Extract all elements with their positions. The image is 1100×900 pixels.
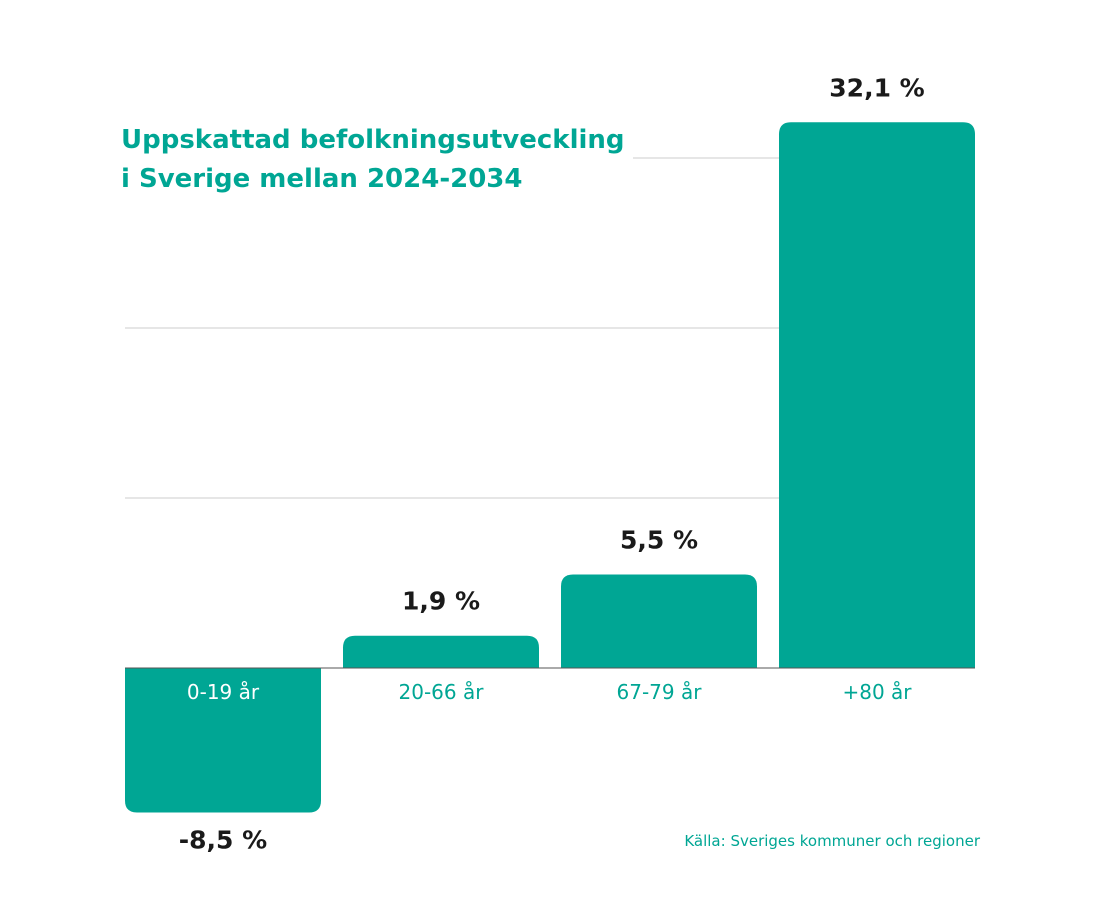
bar-4 [779, 122, 975, 669]
category-label-4: +80 år [842, 680, 912, 704]
category-label-1: 0-19 år [187, 680, 260, 704]
value-label-1: -8,5 % [179, 826, 267, 855]
bars [125, 122, 975, 813]
category-label-3: 67-79 år [617, 680, 703, 704]
value-label-4: 32,1 % [829, 73, 924, 102]
bar-3 [561, 574, 757, 668]
gridlines [125, 157, 780, 499]
labels: -8,5 % 0-19 år 1,9 % 20-66 år 5,5 % 67-79 år 3… [179, 73, 925, 854]
chart-title-line-2: i Sverige mellan 2024-2034 [121, 164, 522, 194]
value-label-3: 5,5 % [620, 526, 698, 555]
bar-1 [125, 668, 321, 813]
category-label-2: 20-66 år [399, 680, 485, 704]
chart-title-line-1: Uppskattad befolkningsutveckling [121, 125, 625, 155]
bar-2 [343, 635, 539, 668]
value-label-2: 1,9 % [402, 587, 480, 616]
source-note: Källa: Sveriges kommuner och regioner [684, 832, 981, 850]
